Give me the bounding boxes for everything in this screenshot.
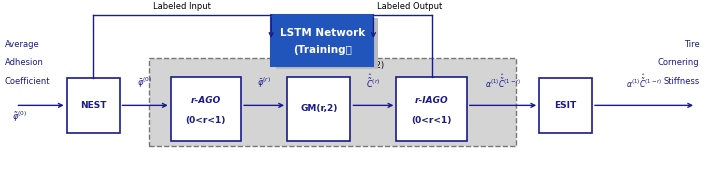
Text: Average: Average <box>5 40 40 49</box>
Text: GM(r,2): GM(r,2) <box>300 104 338 113</box>
FancyBboxPatch shape <box>276 19 378 69</box>
FancyBboxPatch shape <box>171 77 241 141</box>
Text: Tire: Tire <box>684 40 700 49</box>
FancyBboxPatch shape <box>396 77 467 141</box>
FancyBboxPatch shape <box>271 15 373 66</box>
Text: Labeled Output: Labeled Output <box>377 2 442 11</box>
Text: Cornering: Cornering <box>658 58 700 67</box>
FancyBboxPatch shape <box>539 78 592 132</box>
Text: Labeled Input: Labeled Input <box>153 2 211 11</box>
Text: Stiffness: Stiffness <box>663 77 700 86</box>
Text: Adhesion: Adhesion <box>5 58 44 67</box>
Text: $\tilde{\varphi}^{(0)}$: $\tilde{\varphi}^{(0)}$ <box>12 110 28 124</box>
FancyBboxPatch shape <box>149 58 516 146</box>
Text: LSTM Network: LSTM Network <box>280 28 365 38</box>
Text: $\bar{\varphi}^{(r)}$: $\bar{\varphi}^{(r)}$ <box>257 76 271 90</box>
Text: NEST: NEST <box>80 101 106 110</box>
Text: Coefficient: Coefficient <box>5 77 50 86</box>
Text: $\bar{\varphi}^{(0)}$: $\bar{\varphi}^{(0)}$ <box>137 76 153 90</box>
Text: Fractional Order GM(r,2): Fractional Order GM(r,2) <box>282 61 384 70</box>
Text: $\alpha^{(1)}\hat{\tilde{C}}^{(1-r)}$: $\alpha^{(1)}\hat{\tilde{C}}^{(1-r)}$ <box>485 73 521 90</box>
Text: (0<r<1): (0<r<1) <box>411 116 452 125</box>
Text: $\alpha^{(1)}\hat{\tilde{C}}^{(1-r)}$: $\alpha^{(1)}\hat{\tilde{C}}^{(1-r)}$ <box>626 73 662 90</box>
FancyBboxPatch shape <box>67 78 120 132</box>
Text: ESIT: ESIT <box>554 101 577 110</box>
FancyBboxPatch shape <box>287 77 350 141</box>
Text: r-AGO: r-AGO <box>190 96 221 105</box>
Text: (Training）: (Training） <box>293 45 352 55</box>
Text: r-IAGO: r-IAGO <box>415 96 448 105</box>
Text: (0<r<1): (0<r<1) <box>185 116 226 125</box>
Text: $\hat{\tilde{C}}^{(r)}$: $\hat{\tilde{C}}^{(r)}$ <box>366 73 381 90</box>
